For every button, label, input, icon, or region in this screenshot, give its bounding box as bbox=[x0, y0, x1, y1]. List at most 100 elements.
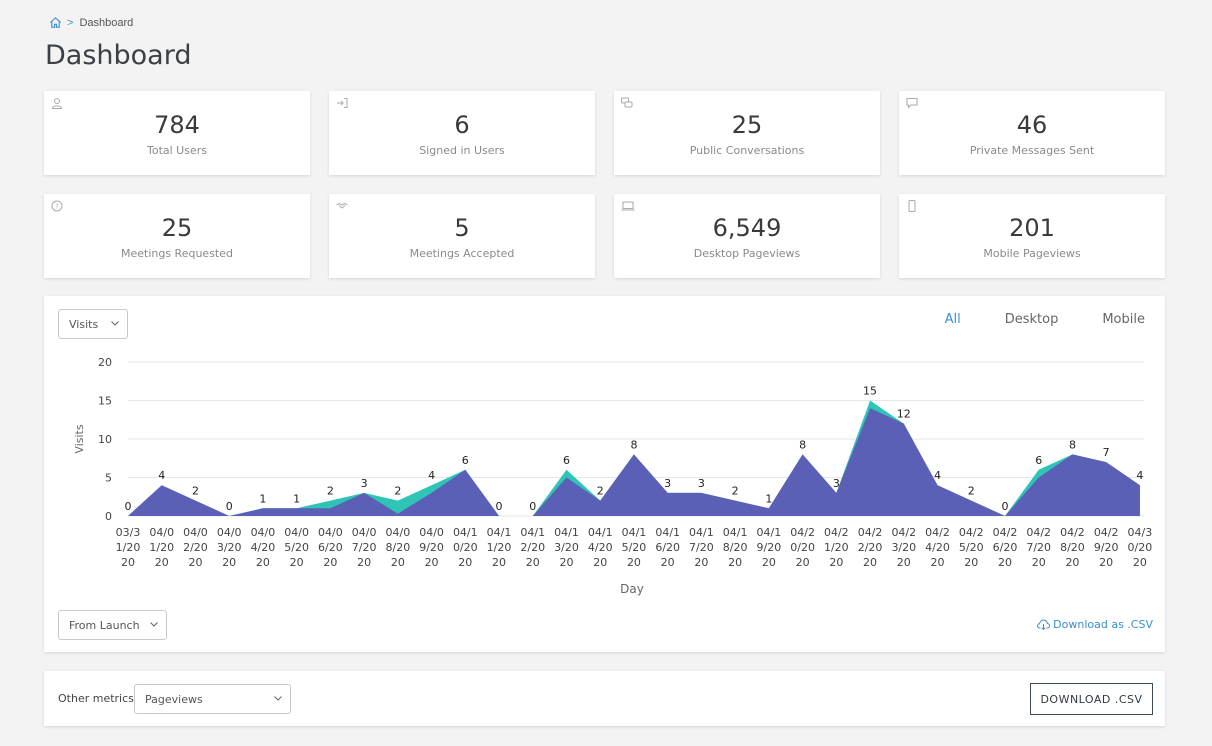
x-tick-label: 20 bbox=[458, 556, 472, 569]
stat-value: 6 bbox=[454, 111, 470, 139]
x-tick-label: 04/0 bbox=[251, 526, 276, 539]
tab-desktop[interactable]: Desktop bbox=[1004, 312, 1059, 327]
x-tick-label: 1/20 bbox=[824, 541, 849, 554]
x-tick-label: 20 bbox=[1099, 556, 1113, 569]
stat-label: Private Messages Sent bbox=[969, 144, 1095, 157]
x-tick-label: 20 bbox=[796, 556, 810, 569]
download-csv-button[interactable]: DOWNLOAD .CSV bbox=[1030, 683, 1153, 715]
chat-bubbles-icon bbox=[621, 97, 633, 108]
x-tick-label: 04/0 bbox=[183, 526, 208, 539]
x-tick-label: 0/20 bbox=[1128, 541, 1153, 554]
stat-value: 201 bbox=[1009, 214, 1055, 242]
data-label: 2 bbox=[327, 485, 334, 498]
tab-mobile[interactable]: Mobile bbox=[1102, 312, 1145, 327]
x-tick-label: 04/2 bbox=[858, 526, 883, 539]
stat-card-meetings-accepted: 5 Meetings Accepted bbox=[329, 194, 595, 278]
range-select[interactable]: From Launch bbox=[58, 610, 167, 640]
metric-select[interactable]: Visits bbox=[58, 309, 128, 339]
stat-card-total-users: 784 Total Users bbox=[44, 91, 310, 175]
x-tick-label: 20 bbox=[290, 556, 304, 569]
x-tick-label: 7/20 bbox=[352, 541, 377, 554]
stat-label: Total Users bbox=[147, 144, 207, 157]
x-tick-label: 20 bbox=[323, 556, 337, 569]
page-title: Dashboard bbox=[45, 40, 192, 71]
download-csv-link[interactable]: Download as .CSV bbox=[1037, 618, 1153, 631]
x-tick-label: 04/1 bbox=[622, 526, 647, 539]
x-tick-label: 20 bbox=[897, 556, 911, 569]
data-label: 3 bbox=[361, 477, 368, 490]
data-label: 2 bbox=[597, 485, 604, 498]
x-tick-label: 7/20 bbox=[689, 541, 714, 554]
x-tick-label: 20 bbox=[863, 556, 877, 569]
chevron-down-icon bbox=[150, 622, 158, 627]
stat-card-meetings-requested: ? 25 Meetings Requested bbox=[44, 194, 310, 278]
data-label: 0 bbox=[226, 500, 233, 513]
x-tick-label: 20 bbox=[1133, 556, 1147, 569]
stat-card-signed-in-users: 6 Signed in Users bbox=[329, 91, 595, 175]
x-tick-label: 1/20 bbox=[487, 541, 512, 554]
data-label: 8 bbox=[630, 438, 637, 451]
x-tick-label: 1/20 bbox=[149, 541, 174, 554]
stat-value: 784 bbox=[154, 111, 200, 139]
x-tick-label: 5/20 bbox=[959, 541, 984, 554]
x-tick-label: 04/1 bbox=[487, 526, 512, 539]
x-tick-label: 04/0 bbox=[149, 526, 174, 539]
x-tick-label: 04/1 bbox=[723, 526, 748, 539]
data-label: 1 bbox=[259, 492, 266, 505]
data-label: 4 bbox=[934, 469, 941, 482]
stat-value: 46 bbox=[1016, 111, 1048, 139]
x-tick-label: 20 bbox=[492, 556, 506, 569]
mobile-icon bbox=[908, 200, 916, 212]
data-label: 2 bbox=[394, 485, 401, 498]
x-tick-label: 20 bbox=[559, 556, 573, 569]
range-select-value: From Launch bbox=[69, 618, 140, 632]
x-tick-label: 8/20 bbox=[723, 541, 748, 554]
y-tick-label: 15 bbox=[98, 395, 112, 408]
x-tick-label: 2/20 bbox=[520, 541, 545, 554]
stat-label: Desktop Pageviews bbox=[693, 247, 801, 260]
data-label: 3 bbox=[833, 477, 840, 490]
stat-label: Meetings Accepted bbox=[409, 247, 515, 260]
x-tick-label: 04/0 bbox=[217, 526, 242, 539]
x-tick-label: 04/0 bbox=[284, 526, 309, 539]
other-metrics-select[interactable]: Pageviews bbox=[134, 684, 291, 714]
x-tick-label: 20 bbox=[728, 556, 742, 569]
data-label: 7 bbox=[1103, 446, 1110, 459]
x-tick-label: 0/20 bbox=[790, 541, 815, 554]
x-tick-label: 8/20 bbox=[385, 541, 410, 554]
x-tick-label: 9/20 bbox=[419, 541, 444, 554]
x-tick-label: 5/20 bbox=[284, 541, 309, 554]
x-tick-label: 4/20 bbox=[925, 541, 950, 554]
x-tick-label: 20 bbox=[222, 556, 236, 569]
x-tick-label: 04/1 bbox=[554, 526, 579, 539]
other-metrics-select-value: Pageviews bbox=[145, 692, 203, 706]
laptop-icon bbox=[621, 201, 635, 211]
x-tick-label: 0/20 bbox=[453, 541, 478, 554]
stat-value: 5 bbox=[454, 214, 470, 242]
svg-text:?: ? bbox=[55, 203, 59, 211]
stat-value: 25 bbox=[731, 111, 763, 139]
breadcrumb-separator: > bbox=[67, 16, 74, 29]
x-tick-label: 20 bbox=[256, 556, 270, 569]
breadcrumb: > Dashboard bbox=[49, 16, 133, 29]
stat-label: Meetings Requested bbox=[120, 247, 233, 260]
home-icon[interactable] bbox=[49, 16, 62, 29]
data-label: 6 bbox=[563, 454, 570, 467]
x-tick-label: 2/20 bbox=[183, 541, 208, 554]
x-tick-label: 3/20 bbox=[891, 541, 916, 554]
tab-all[interactable]: All bbox=[944, 312, 961, 327]
data-label: 1 bbox=[293, 492, 300, 505]
x-tick-label: 2/20 bbox=[858, 541, 883, 554]
data-label: 4 bbox=[158, 469, 165, 482]
stat-label: Mobile Pageviews bbox=[983, 247, 1081, 260]
download-csv-link-label: Download as .CSV bbox=[1053, 618, 1153, 631]
x-tick-label: 20 bbox=[998, 556, 1012, 569]
x-tick-label: 20 bbox=[188, 556, 202, 569]
x-tick-label: 04/2 bbox=[891, 526, 916, 539]
x-tick-label: 20 bbox=[964, 556, 978, 569]
data-label: 4 bbox=[1136, 469, 1143, 482]
data-label: 2 bbox=[968, 485, 975, 498]
stat-card-mobile-pageviews: 201 Mobile Pageviews bbox=[899, 194, 1165, 278]
x-tick-label: 6/20 bbox=[993, 541, 1018, 554]
chart-panel: Visits All Desktop Mobile 0 5 10 15 20 0 4 2 0 1 1… bbox=[44, 296, 1165, 652]
